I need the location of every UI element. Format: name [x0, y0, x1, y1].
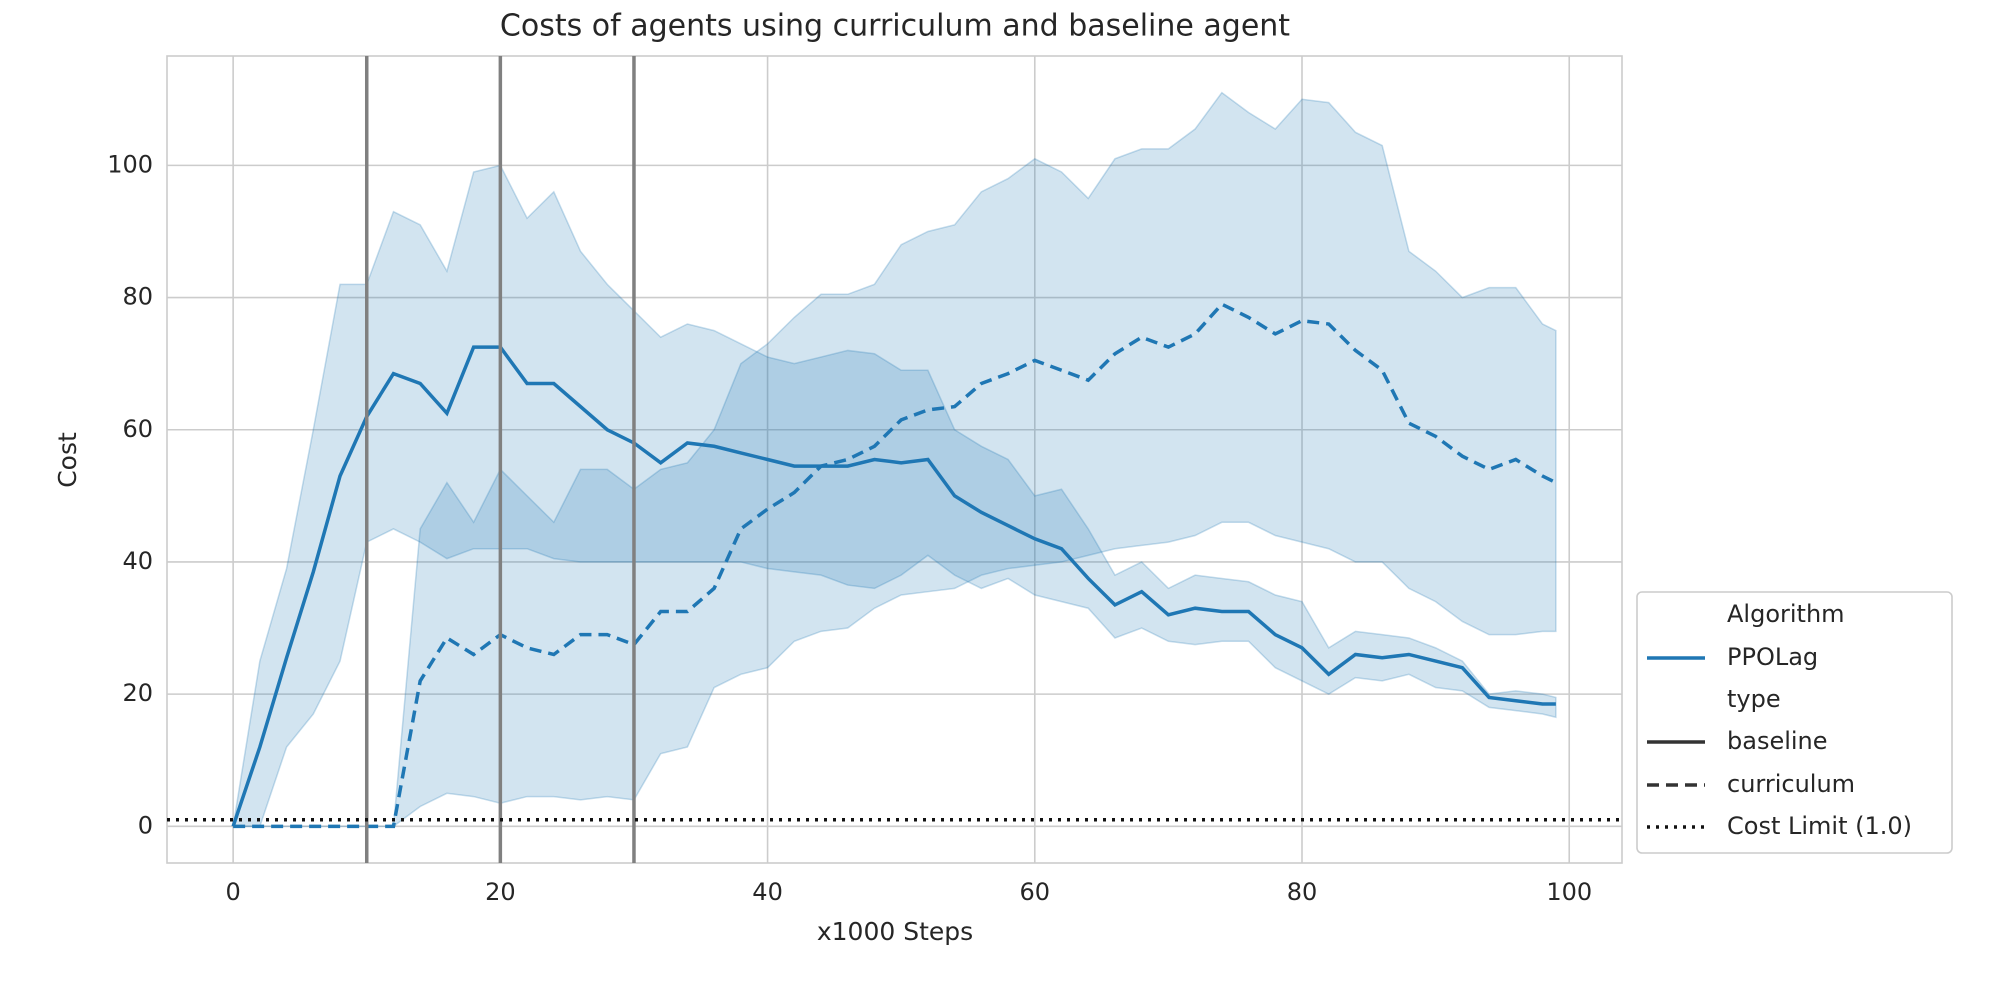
series-line — [231, 345, 1556, 827]
y-tick-label: 60 — [122, 415, 153, 443]
y-tick-label: 100 — [107, 150, 153, 178]
y-axis-label: Cost — [53, 432, 82, 488]
legend-title: type — [1727, 685, 1781, 713]
confidence-band — [233, 91, 1557, 828]
legend-box — [1636, 591, 1953, 854]
legend-label: PPOLag — [1727, 643, 1818, 671]
x-tick-label: 60 — [1020, 878, 1051, 906]
y-tick-label: 20 — [122, 679, 153, 707]
y-tick-label: 80 — [122, 283, 153, 311]
x-tick-label: 0 — [225, 878, 240, 906]
x-axis-label: x1000 Steps — [817, 917, 973, 946]
y-tick-label: 40 — [122, 547, 153, 575]
plot-frame — [166, 55, 1623, 864]
legend-label: curriculum — [1727, 770, 1855, 798]
legend-label: Cost Limit (1.0) — [1727, 812, 1912, 840]
x-tick-label: 80 — [1287, 878, 1318, 906]
x-tick-label: 40 — [752, 878, 783, 906]
x-tick-label: 100 — [1546, 878, 1592, 906]
y-tick-label: 0 — [138, 811, 153, 839]
x-tick-label: 20 — [485, 878, 516, 906]
legend-label: baseline — [1727, 727, 1828, 755]
confidence-band — [232, 164, 1557, 828]
chart-title: Costs of agents using curriculum and bas… — [500, 9, 1290, 44]
series-line — [233, 302, 1557, 829]
legend-title: Algorithm — [1727, 600, 1845, 628]
